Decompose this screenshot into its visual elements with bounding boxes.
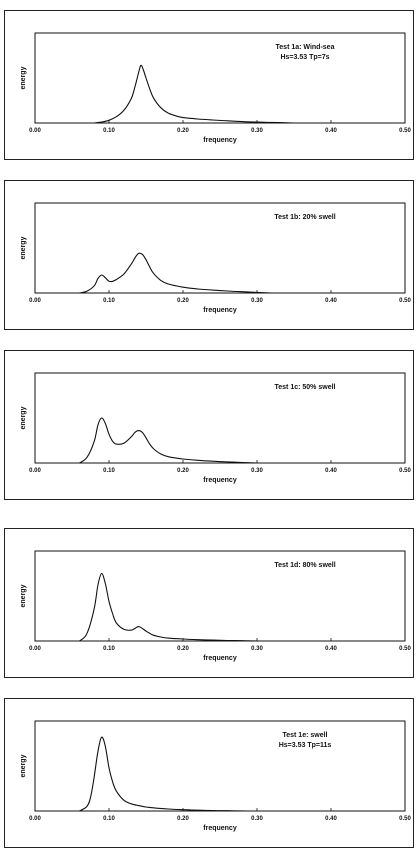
chart-annotation: Test 1a: Wind-sea (276, 44, 335, 51)
series-line (79, 572, 258, 642)
x-tick-label: 0.20 (177, 816, 189, 822)
x-tick-label: 0.10 (103, 298, 115, 304)
chart-annotation: Test 1d: 80% swell (274, 562, 335, 569)
x-axis-label: frequency (203, 477, 237, 484)
chart-annotation: Hs=3.53 Tp=7s (280, 54, 329, 61)
x-axis-label: frequency (203, 655, 237, 662)
x-tick-label: 0.30 (251, 128, 263, 134)
x-tick-label: 0.00 (29, 298, 41, 304)
plot-frame (34, 550, 406, 642)
chart-panel-2: 0.00 0.10 0.20 0.30 0.40 0.50 frequency energy T… (4, 180, 414, 330)
chart-annotation: Test 1c: 50% swell (275, 384, 336, 391)
x-tick-label: 0.10 (103, 816, 115, 822)
y-axis-label: energy (20, 584, 27, 607)
x-tick-label: 0.10 (103, 128, 115, 134)
x-tick-label: 0.10 (103, 468, 115, 474)
x-tick-label: 0.30 (251, 298, 263, 304)
y-axis-label: energy (20, 406, 27, 429)
x-tick-label: 0.30 (251, 468, 263, 474)
x-axis-label: frequency (203, 137, 237, 144)
x-tick-label: 0.50 (399, 816, 411, 822)
x-tick-label: 0.00 (29, 128, 41, 134)
plot-frame (34, 372, 406, 464)
x-tick-label: 0.20 (177, 646, 189, 652)
plot-frame (34, 32, 406, 124)
chart-panel-5: 0.00 0.10 0.20 0.30 0.40 0.50 frequency energy T… (4, 698, 414, 848)
x-tick-label: 0.20 (177, 128, 189, 134)
x-tick-label: 0.00 (29, 468, 41, 474)
y-axis-label: energy (20, 236, 27, 259)
x-tick-label: 0.30 (251, 646, 263, 652)
x-axis-label: frequency (203, 825, 237, 832)
series-line (79, 417, 258, 464)
x-tick-label: 0.30 (251, 816, 263, 822)
chart-svg-3: 0.00 0.10 0.20 0.30 0.40 0.50 frequency energy T… (20, 372, 411, 484)
x-tick-label: 0.40 (325, 128, 337, 134)
chart-panel-4: 0.00 0.10 0.20 0.30 0.40 0.50 frequency energy T… (4, 528, 414, 678)
chart-annotation: Hs=3.53 Tp=11s (279, 742, 332, 749)
x-tick-label: 0.40 (325, 468, 337, 474)
plot-frame (34, 202, 406, 294)
x-tick-label: 0.40 (325, 816, 337, 822)
x-tick-label: 0.10 (103, 646, 115, 652)
y-axis-label: energy (20, 754, 27, 777)
series-line (79, 736, 258, 812)
chart-panel-3: 0.00 0.10 0.20 0.30 0.40 0.50 frequency energy T… (4, 350, 414, 500)
chart-annotation: Test 1b: 20% swell (274, 214, 335, 221)
series-line (94, 64, 295, 124)
x-tick-label: 0.50 (399, 128, 411, 134)
x-tick-label: 0.50 (399, 468, 411, 474)
x-tick-label: 0.50 (399, 646, 411, 652)
chart-annotation: Test 1e: swell (282, 732, 327, 739)
y-axis-label: energy (20, 66, 27, 89)
x-tick-label: 0.00 (29, 646, 41, 652)
chart-svg-2: 0.00 0.10 0.20 0.30 0.40 0.50 frequency energy T… (20, 202, 411, 314)
chart-svg-1: 0.00 0.10 0.20 0.30 0.40 0.50 frequency energy T… (20, 32, 411, 144)
x-tick-label: 0.00 (29, 816, 41, 822)
series-line (79, 252, 272, 294)
x-tick-label: 0.20 (177, 468, 189, 474)
chart-svg-4: 0.00 0.10 0.20 0.30 0.40 0.50 frequency energy T… (20, 550, 411, 662)
chart-panel-1: 0.00 0.10 0.20 0.30 0.40 0.50 frequency energy T… (4, 10, 414, 160)
x-axis-label: frequency (203, 307, 237, 314)
x-tick-label: 0.20 (177, 298, 189, 304)
x-tick-label: 0.40 (325, 298, 337, 304)
chart-svg-5: 0.00 0.10 0.20 0.30 0.40 0.50 frequency energy T… (20, 720, 411, 832)
x-tick-label: 0.50 (399, 298, 411, 304)
x-tick-label: 0.40 (325, 646, 337, 652)
